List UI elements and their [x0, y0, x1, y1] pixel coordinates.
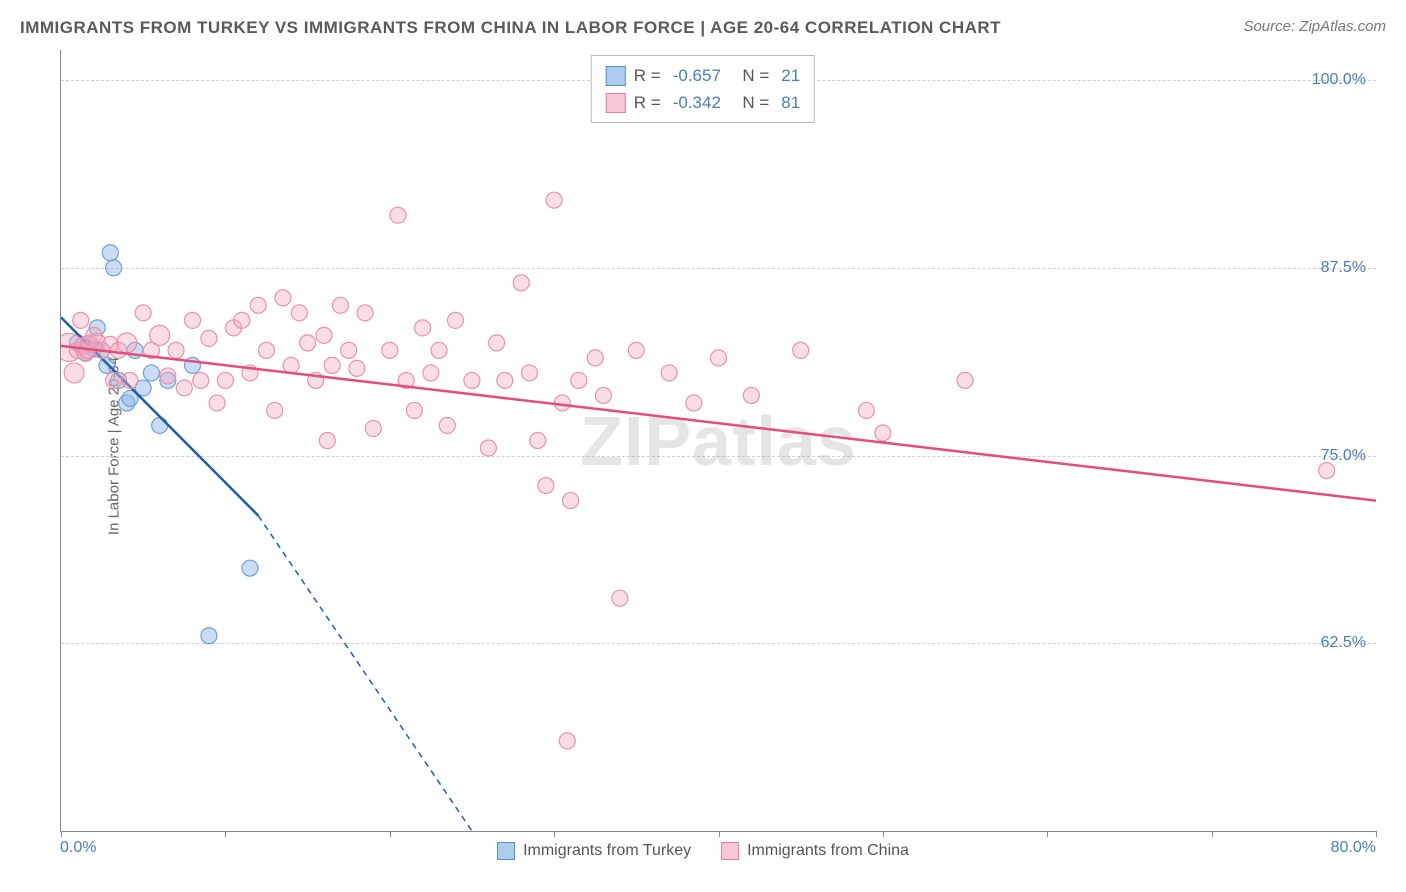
legend-row-china: R = -0.342 N = 81: [606, 89, 800, 116]
plot-svg: [61, 50, 1376, 831]
r-value-china: -0.342: [673, 89, 721, 116]
swatch-turkey: [606, 66, 626, 86]
legend-item-china: Immigrants from China: [721, 842, 909, 860]
legend-row-turkey: R = -0.657 N = 21: [606, 62, 800, 89]
swatch-china: [606, 93, 626, 113]
r-value-turkey: -0.657: [673, 62, 721, 89]
n-value-turkey: 21: [781, 62, 800, 89]
source-label: Source: ZipAtlas.com: [1243, 18, 1386, 35]
r-label: R =: [634, 89, 661, 116]
x-axis-start: 0.0%: [60, 839, 96, 857]
plot-area: ZIPatlas 62.5%75.0%87.5%100.0%: [60, 50, 1376, 832]
chart-title: IMMIGRANTS FROM TURKEY VS IMMIGRANTS FRO…: [20, 18, 1001, 38]
correlation-legend: R = -0.657 N = 21 R = -0.342 N = 81: [591, 55, 815, 123]
r-label: R =: [634, 62, 661, 89]
legend-label-turkey: Immigrants from Turkey: [523, 842, 691, 860]
n-label: N =: [733, 62, 769, 89]
legend-label-china: Immigrants from China: [747, 842, 909, 860]
chart-container: IMMIGRANTS FROM TURKEY VS IMMIGRANTS FRO…: [0, 0, 1406, 892]
series-legend: Immigrants from Turkey Immigrants from C…: [497, 842, 909, 860]
swatch-turkey-bottom: [497, 842, 515, 860]
swatch-china-bottom: [721, 842, 739, 860]
n-value-china: 81: [781, 89, 800, 116]
x-axis-end: 80.0%: [1331, 839, 1376, 857]
legend-item-turkey: Immigrants from Turkey: [497, 842, 691, 860]
n-label: N =: [733, 89, 769, 116]
